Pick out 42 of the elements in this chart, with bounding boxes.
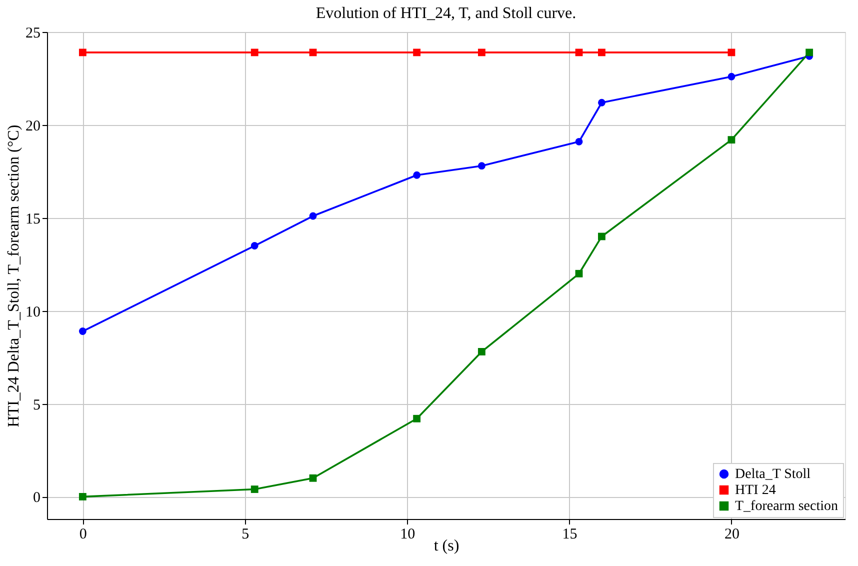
point bbox=[478, 48, 486, 56]
point bbox=[598, 232, 606, 240]
y-tick-label: 20 bbox=[26, 118, 40, 134]
point bbox=[575, 48, 583, 56]
x-tick-label: 20 bbox=[724, 526, 740, 542]
y-tick-label: 5 bbox=[33, 397, 40, 414]
x-tick-label: 0 bbox=[79, 526, 87, 542]
y-tick-label: 25 bbox=[26, 26, 40, 42]
point bbox=[309, 474, 317, 482]
point bbox=[806, 48, 814, 56]
y-axis-title: HTI_24 Delta_T_Stoll, T_forearm section (°C) bbox=[6, 124, 22, 428]
point bbox=[78, 48, 86, 56]
legend-label: HTI 24 bbox=[735, 483, 776, 498]
point bbox=[478, 162, 486, 170]
point bbox=[575, 138, 583, 146]
point bbox=[250, 242, 258, 250]
legend-label: Delta_T Stoll bbox=[735, 467, 811, 482]
point bbox=[78, 328, 86, 335]
point bbox=[250, 48, 258, 56]
point bbox=[575, 270, 583, 278]
point bbox=[413, 48, 421, 56]
x-tick-label: 15 bbox=[562, 526, 578, 542]
x-axis-title: t (s) bbox=[434, 538, 460, 554]
point bbox=[598, 48, 606, 56]
point bbox=[478, 348, 486, 356]
point bbox=[728, 72, 736, 80]
y-tick-label: 0 bbox=[33, 490, 40, 506]
point bbox=[78, 492, 86, 500]
legend-label: T_forearm section bbox=[735, 499, 838, 514]
point bbox=[309, 48, 317, 56]
point bbox=[413, 414, 421, 422]
x-tick-label: 5 bbox=[242, 526, 250, 542]
y-tick-label: 15 bbox=[26, 211, 40, 228]
y-tick-label: 10 bbox=[26, 304, 40, 320]
chart-title: Evolution of HTI_24, T, and Stoll curve. bbox=[316, 5, 576, 22]
point bbox=[728, 136, 736, 144]
point bbox=[413, 171, 421, 179]
point bbox=[309, 212, 317, 220]
point bbox=[728, 48, 736, 56]
point bbox=[598, 98, 606, 106]
x-tick-label: 10 bbox=[400, 526, 416, 542]
point bbox=[250, 486, 258, 493]
